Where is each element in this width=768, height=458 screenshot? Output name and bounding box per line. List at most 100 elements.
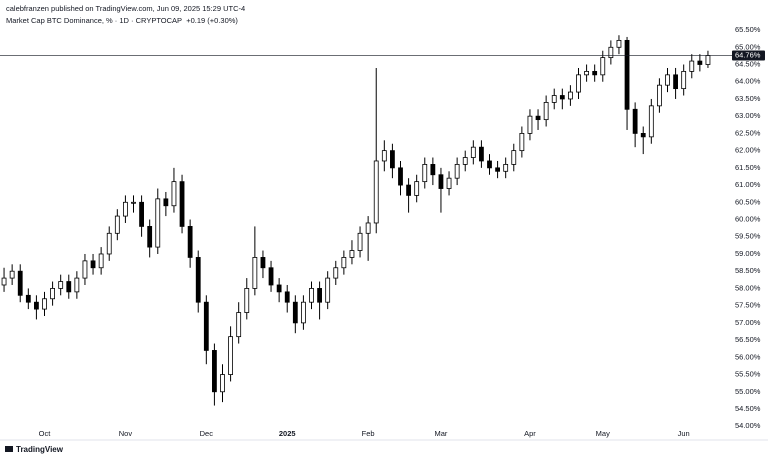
y-tick-label: 54.50% bbox=[735, 404, 761, 413]
candle-body bbox=[220, 374, 225, 393]
candle-body bbox=[114, 215, 120, 234]
candle-body bbox=[34, 301, 39, 310]
candle-body bbox=[171, 181, 177, 207]
candle-body bbox=[600, 57, 606, 76]
candle-body bbox=[317, 288, 322, 303]
candle-body bbox=[584, 70, 589, 76]
candle-body bbox=[17, 270, 23, 296]
candle-body bbox=[462, 157, 468, 165]
candle-body bbox=[406, 184, 411, 196]
candle-body bbox=[446, 177, 452, 189]
candle-body bbox=[228, 336, 233, 375]
candle-body bbox=[543, 102, 549, 121]
candle-body bbox=[503, 164, 509, 172]
candle-body bbox=[106, 232, 112, 255]
candle-body bbox=[58, 281, 64, 289]
y-tick-label: 56.00% bbox=[735, 352, 761, 361]
y-tick-label: 58.00% bbox=[735, 283, 761, 292]
candle-body bbox=[365, 222, 371, 234]
y-tick-label: 60.50% bbox=[735, 197, 761, 206]
candle-body bbox=[592, 70, 598, 76]
candle-body bbox=[568, 91, 573, 100]
x-tick-label: Apr bbox=[524, 429, 536, 438]
change: +0.19 (+0.30%) bbox=[186, 16, 238, 25]
x-tick-label: Nov bbox=[119, 429, 133, 438]
candle-body bbox=[657, 84, 662, 107]
y-tick-label: 58.50% bbox=[735, 266, 761, 275]
candle-body bbox=[390, 150, 395, 169]
y-tick-label: 57.50% bbox=[735, 301, 761, 310]
candle-body bbox=[665, 74, 670, 86]
candle-body bbox=[511, 150, 517, 165]
candle-body bbox=[648, 105, 654, 138]
candle-body bbox=[454, 164, 460, 179]
candle-body bbox=[1, 277, 7, 286]
candle-body bbox=[495, 167, 500, 172]
candle-body bbox=[640, 133, 646, 138]
candle-body bbox=[187, 226, 193, 258]
y-tick-label: 60.00% bbox=[735, 215, 761, 224]
candle-body bbox=[147, 226, 153, 248]
candle-body bbox=[527, 115, 533, 134]
candle-body bbox=[244, 288, 250, 313]
candle-body bbox=[195, 257, 201, 303]
y-tick-label: 57.00% bbox=[735, 318, 761, 327]
candle-body bbox=[535, 115, 541, 121]
candle-body bbox=[98, 253, 104, 269]
candle-body bbox=[284, 291, 290, 303]
publisher-line: calebfranzen published on TradingView.co… bbox=[6, 4, 246, 13]
candle-body bbox=[349, 250, 355, 258]
candle-body bbox=[422, 164, 428, 183]
candle-body bbox=[624, 39, 630, 110]
candle-body bbox=[309, 288, 314, 303]
candle-body bbox=[519, 133, 525, 152]
last-price-label: 64.76% bbox=[735, 51, 761, 60]
candle-body bbox=[479, 146, 484, 162]
candle-body bbox=[9, 270, 15, 279]
candle-body bbox=[414, 181, 420, 196]
y-tick-label: 64.00% bbox=[735, 77, 761, 86]
candle-body bbox=[430, 164, 436, 176]
y-tick-label: 65.00% bbox=[735, 42, 761, 51]
candle-body bbox=[487, 160, 492, 169]
y-tick-label: 64.50% bbox=[735, 59, 761, 68]
candle-body bbox=[163, 198, 169, 207]
candle-body bbox=[576, 74, 581, 93]
candle-body bbox=[681, 70, 687, 90]
candle-body bbox=[82, 260, 88, 279]
y-tick-label: 56.50% bbox=[735, 335, 761, 344]
y-tick-label: 59.00% bbox=[735, 249, 761, 258]
candle-body bbox=[179, 181, 185, 227]
brand: TradingView bbox=[16, 445, 64, 454]
candle-body bbox=[292, 301, 298, 324]
candle-body bbox=[131, 201, 136, 204]
candle-body bbox=[123, 201, 128, 217]
candle-body bbox=[25, 294, 31, 303]
y-tick-label: 61.50% bbox=[735, 163, 761, 172]
candle-body bbox=[551, 95, 557, 103]
candle-body bbox=[212, 350, 217, 393]
candle-body bbox=[357, 232, 363, 251]
candle-body bbox=[438, 174, 444, 189]
candle-body bbox=[559, 95, 565, 100]
last-price-tag bbox=[732, 50, 765, 61]
x-tick-label: May bbox=[596, 429, 610, 438]
y-tick-label: 62.00% bbox=[735, 146, 761, 155]
y-tick-label: 55.50% bbox=[735, 370, 761, 379]
symbol-line: Market Cap BTC Dominance, % · 1D · CRYPT… bbox=[6, 16, 238, 25]
candle-body bbox=[689, 60, 695, 72]
chart-title: Market Cap BTC Dominance, % · 1D · CRYPT… bbox=[6, 16, 183, 25]
y-tick-label: 55.00% bbox=[735, 387, 761, 396]
y-tick-label: 61.00% bbox=[735, 180, 761, 189]
candle-body bbox=[697, 60, 703, 65]
candle-body bbox=[268, 267, 274, 286]
candle-body bbox=[90, 260, 96, 269]
y-tick-label: 63.50% bbox=[735, 94, 761, 103]
x-tick-label: Mar bbox=[434, 429, 447, 438]
y-tick-label: 65.50% bbox=[735, 25, 761, 34]
candle-body bbox=[632, 108, 638, 134]
candle-body bbox=[470, 146, 476, 158]
candle-body bbox=[608, 46, 614, 59]
candle-body bbox=[301, 301, 306, 324]
